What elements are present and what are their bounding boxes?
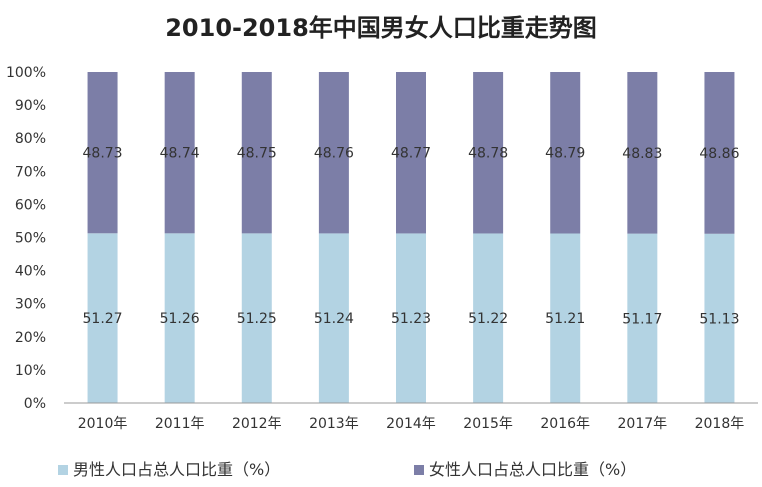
bar-segment-female xyxy=(473,72,504,234)
bar-segment-female xyxy=(164,72,195,234)
data-label-male: 51.27 xyxy=(83,311,123,327)
y-tick-label: 60% xyxy=(15,197,46,213)
data-label-male: 51.23 xyxy=(391,311,431,327)
bar-segment-male xyxy=(704,233,735,403)
bar-segment-male xyxy=(241,233,272,403)
y-tick-label: 0% xyxy=(24,396,46,412)
y-tick-label: 100% xyxy=(6,65,46,81)
data-label-female: 48.74 xyxy=(160,146,200,162)
legend: 男性人口占总人口比重（%） 女性人口占总人口比重（%） xyxy=(58,460,636,479)
data-label-female: 48.76 xyxy=(314,146,354,162)
data-label-female: 48.75 xyxy=(237,146,277,162)
y-tick-label: 70% xyxy=(15,164,46,180)
data-label-male: 51.25 xyxy=(237,311,277,327)
data-label-male: 51.17 xyxy=(622,311,662,327)
chart-title: 2010-2018年中国男女人口比重走势图 xyxy=(165,14,597,42)
x-tick-label: 2011年 xyxy=(155,416,205,432)
bar-segment-female xyxy=(396,72,426,234)
bar-segment-female xyxy=(627,72,658,234)
x-axis: 2010年 2011年 2012年 2013年 2014年 2015年 2016年 2017年… xyxy=(64,402,758,432)
bar-segment-male xyxy=(318,233,349,403)
x-tick-label: 2017年 xyxy=(618,416,668,432)
bar-segment-male xyxy=(164,233,195,403)
data-label-male: 51.13 xyxy=(699,311,739,327)
y-tick-label: 80% xyxy=(15,131,46,147)
legend-label-female: 女性人口占总人口比重（%） xyxy=(429,460,636,479)
bar-segment-male xyxy=(87,233,118,403)
x-tick-label: 2010年 xyxy=(78,416,128,432)
bar-segment-male xyxy=(473,233,504,403)
legend-swatch-male xyxy=(58,465,68,475)
x-tick-label: 2013年 xyxy=(309,416,359,432)
y-axis: 0% 10% 20% 30% 40% 50% 60% 70% 80% 90% 100% xyxy=(6,65,46,412)
y-tick-label: 30% xyxy=(15,297,46,313)
y-tick-label: 40% xyxy=(15,264,46,280)
bar-segment-male xyxy=(627,233,658,403)
y-tick-label: 20% xyxy=(15,330,46,346)
legend-label-male: 男性人口占总人口比重（%） xyxy=(73,460,280,479)
bar-segment-female xyxy=(87,72,118,234)
x-tick-label: 2012年 xyxy=(232,416,282,432)
x-tick-label: 2015年 xyxy=(463,416,513,432)
data-label-female: 48.79 xyxy=(545,146,585,162)
y-tick-label: 50% xyxy=(15,231,46,247)
x-tick-label: 2018年 xyxy=(695,416,745,432)
y-tick-label: 10% xyxy=(15,363,46,379)
data-label-male: 51.26 xyxy=(160,311,200,327)
bar-segment-female xyxy=(704,72,735,234)
data-label-female: 48.73 xyxy=(83,146,123,162)
data-label-female: 48.77 xyxy=(391,146,431,162)
bar-segment-male xyxy=(396,233,426,403)
legend-swatch-female xyxy=(414,465,424,475)
data-label-female: 48.83 xyxy=(622,146,662,162)
data-label-male: 51.22 xyxy=(468,311,508,327)
data-label-male: 51.21 xyxy=(545,311,585,327)
x-tick-label: 2016年 xyxy=(540,416,590,432)
bar-segment-male xyxy=(550,233,581,403)
data-label-female: 48.86 xyxy=(699,146,739,162)
x-tick-label: 2014年 xyxy=(386,416,436,432)
bar-segment-female xyxy=(318,72,349,234)
bars: 51.27 48.73 51.26 48.74 51.25 48.75 51.24 48.76… xyxy=(83,72,740,403)
data-label-female: 48.78 xyxy=(468,146,508,162)
bar-segment-female xyxy=(241,72,272,234)
y-tick-label: 90% xyxy=(15,98,46,114)
bar-segment-female xyxy=(550,72,581,234)
data-label-male: 51.24 xyxy=(314,311,354,327)
